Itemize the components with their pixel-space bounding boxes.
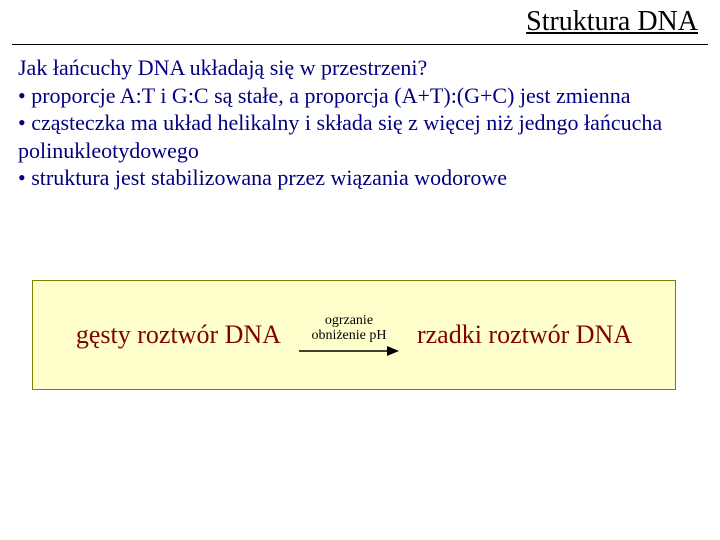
arrow-top-label: ogrzanie [311,313,386,328]
bullet-2: cząsteczka ma układ helikalny i składa s… [18,109,702,164]
arrow-bottom-label: obniżenie pH [311,328,386,343]
right-arrow-icon [299,345,399,357]
reaction-diagram: gęsty roztwór DNA ogrzanie obniżenie pH … [32,280,676,390]
rare-dna-label: rzadki roztwór DNA [417,320,632,350]
question-text: Jak łańcuchy DNA układają się w przestrz… [18,54,702,82]
bullet-1: proporcje A:T i G:C są stałe, a proporcj… [18,82,702,110]
body-text: Jak łańcuchy DNA układają się w przestrz… [18,54,702,192]
bullet-3: struktura jest stabilizowana przez wiąza… [18,164,702,192]
arrow-block: ogrzanie obniżenie pH [299,313,399,358]
title-underline-rule [12,44,708,45]
page-title: Struktura DNA [526,6,698,37]
dense-dna-label: gęsty roztwór DNA [76,320,281,350]
